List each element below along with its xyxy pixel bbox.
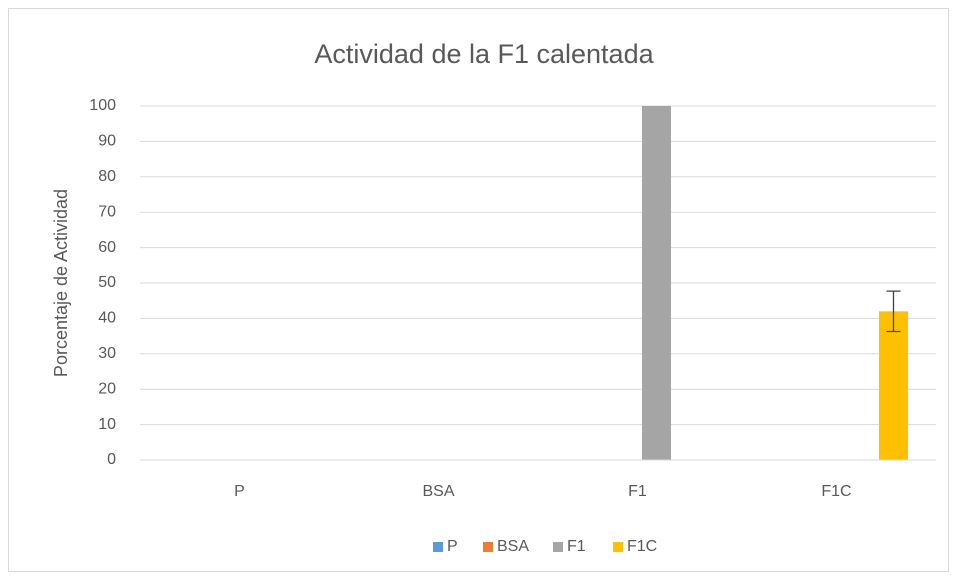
bar <box>642 106 671 460</box>
x-tick-label: F1 <box>628 483 647 500</box>
y-tick-label: 90 <box>98 133 116 150</box>
legend-swatch <box>433 542 443 552</box>
y-tick-label: 100 <box>89 97 116 114</box>
y-tick-label: 10 <box>98 416 116 433</box>
x-tick-label: F1C <box>821 483 851 500</box>
x-tick-label: P <box>234 483 245 500</box>
legend-label: BSA <box>497 538 529 555</box>
legend-swatch <box>553 542 563 552</box>
y-tick-label: 30 <box>98 345 116 362</box>
legend-label: F1 <box>567 538 586 555</box>
y-axis-label: Porcentaje de Actividad <box>51 189 71 377</box>
y-tick-label: 20 <box>98 380 116 397</box>
chart-title: Actividad de la F1 calentada <box>314 39 654 69</box>
legend-swatch <box>613 542 623 552</box>
chart-border <box>8 8 949 572</box>
x-tick-label: BSA <box>422 483 454 500</box>
y-tick-label: 70 <box>98 203 116 220</box>
error-bar <box>886 290 901 333</box>
legend-label: F1C <box>627 538 657 555</box>
y-tick-label: 60 <box>98 239 116 256</box>
bar <box>879 311 908 460</box>
y-tick-label: 80 <box>98 168 116 185</box>
y-tick-label: 50 <box>98 274 116 291</box>
y-tick-label: 0 <box>107 451 116 468</box>
y-tick-label: 40 <box>98 310 116 327</box>
legend-label: P <box>447 538 458 555</box>
legend-swatch <box>483 542 493 552</box>
